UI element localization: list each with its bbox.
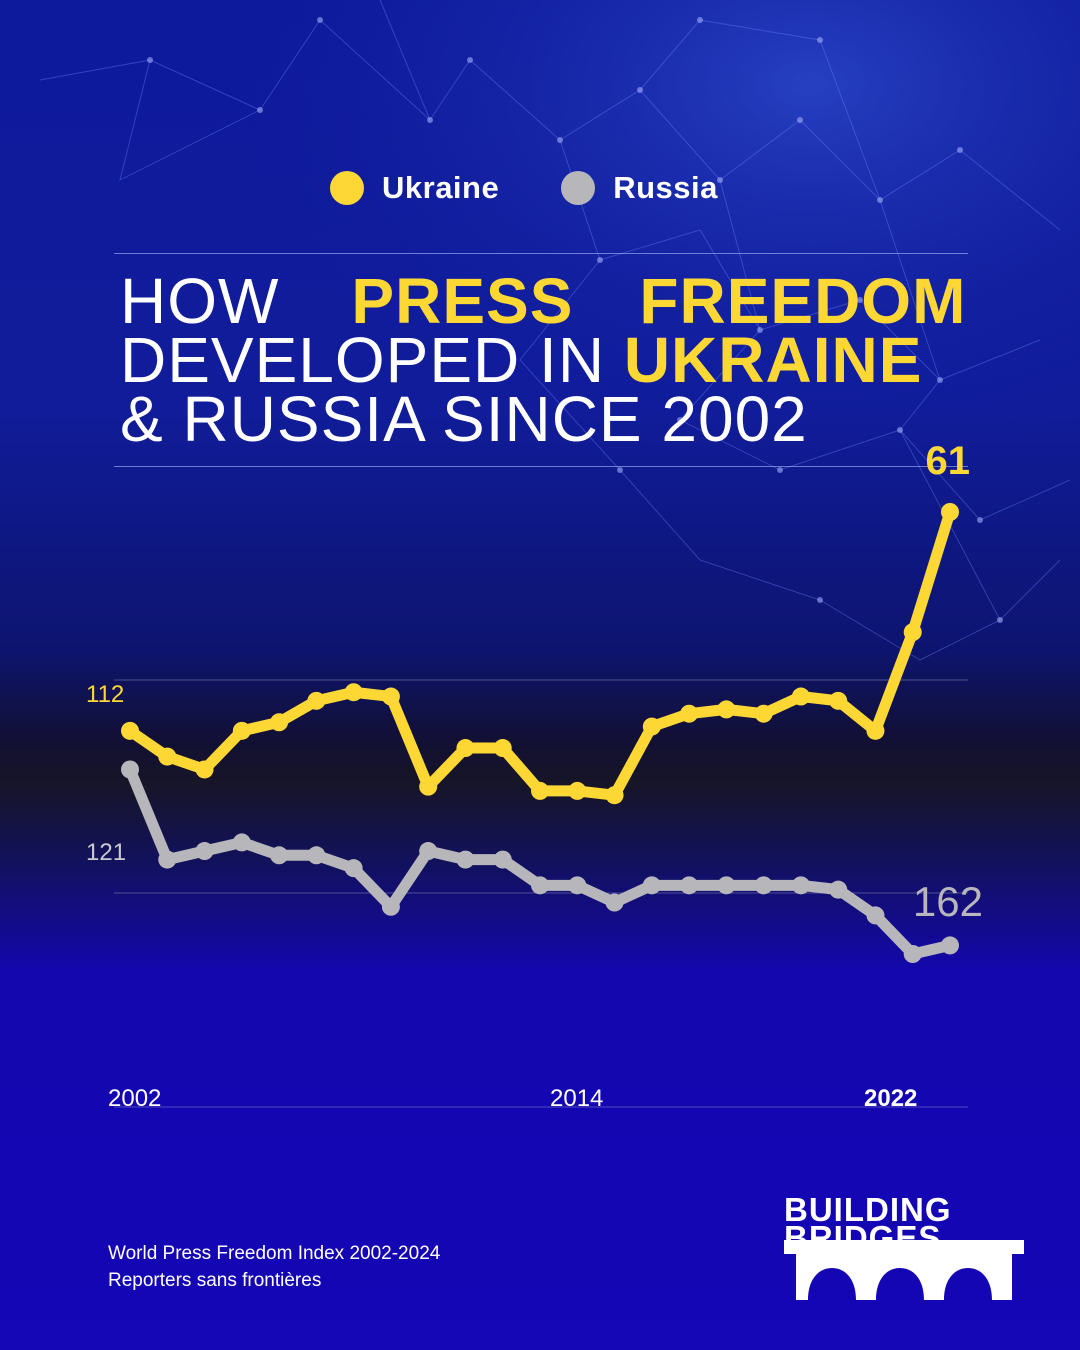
title-line-3-text: & RUSSIA SINCE 2002: [120, 383, 808, 455]
title-line-2: DEVELOPED IN UKRAINE: [120, 328, 966, 392]
data-point-ukraine-2010: [419, 777, 438, 796]
data-point-ukraine-2012: [493, 739, 512, 758]
legend-dot-russia: [561, 171, 596, 205]
data-point-ukraine-2006: [270, 713, 289, 732]
data-point-ukraine-2017: [680, 704, 699, 723]
data-point-russia-2015: [605, 893, 624, 912]
data-point-ukraine-2022: [866, 721, 885, 740]
legend-label-russia: Russia: [613, 170, 718, 205]
data-point-russia-2012: [493, 850, 512, 869]
data-point-ukraine-2009: [381, 687, 400, 706]
data-point-russia-2022: [866, 906, 885, 925]
data-point-ukraine-2005: [232, 721, 251, 740]
bridge-arches-icon: [784, 1240, 1024, 1300]
data-point-ukraine-2024: [941, 503, 959, 521]
data-point-russia-2014: [568, 876, 587, 895]
title-word-ukraine: UKRAINE: [623, 324, 923, 396]
data-point-russia-2003: [158, 850, 177, 869]
data-label-ukraine-end: 61: [926, 439, 971, 483]
data-point-russia-2020: [791, 876, 810, 895]
data-point-russia-2011: [456, 850, 475, 869]
legend-item-ukraine: Ukraine: [330, 170, 499, 206]
data-point-russia-2018: [717, 876, 736, 895]
title-word-freedom: FREEDOM: [639, 265, 967, 337]
data-point-ukraine-2021: [829, 691, 848, 710]
data-point-russia-2016: [642, 876, 661, 895]
data-point-ukraine-2007: [307, 691, 326, 710]
data-point-russia-2002: [121, 760, 139, 779]
data-label-russia-end: 162: [913, 878, 983, 925]
data-point-ukraine-2013: [531, 781, 549, 800]
data-point-ukraine-2016: [642, 717, 661, 736]
title-line-3: & RUSSIA SINCE 2002: [120, 387, 966, 451]
x-tick-label-2022: 2022: [864, 1085, 917, 1112]
logo-line-1: BUILDING: [784, 1191, 952, 1228]
data-point-russia-2017: [680, 876, 699, 895]
chart-legend: Ukraine Russia: [330, 170, 780, 206]
data-point-russia-2019: [754, 876, 773, 895]
data-point-russia-2008: [344, 859, 363, 878]
data-label-russia-start: 121: [86, 839, 126, 866]
legend-dot-ukraine: [330, 171, 364, 205]
data-label-ukraine-start: 112: [86, 681, 124, 708]
label-layer: 112 121 61 162 2002 2014 2022: [86, 439, 983, 1112]
title-line-1: HOW PRESS FREEDOM: [120, 269, 966, 333]
series-line-ukraine: [124, 506, 956, 801]
data-point-ukraine-2015: [605, 786, 624, 805]
data-point-ukraine-2002: [121, 721, 139, 740]
data-point-russia-2005: [232, 833, 251, 852]
title-bottom-rule: [114, 466, 968, 467]
title-word-how: HOW: [120, 265, 280, 337]
series-layer: [121, 503, 959, 963]
x-tick-label-2002: 2002: [108, 1085, 161, 1112]
title-top-rule: [114, 253, 968, 254]
data-point-russia-2010: [419, 842, 438, 861]
source-footer: World Press Freedom Index 2002-2024 Repo…: [108, 1240, 440, 1294]
legend-label-ukraine: Ukraine: [382, 170, 500, 205]
page-title: HOW PRESS FREEDOM DEVELOPED IN UKRAINE & R…: [120, 269, 966, 451]
data-point-ukraine-2011: [456, 739, 475, 758]
data-point-ukraine-2023: [903, 623, 922, 642]
legend-item-russia: Russia: [561, 170, 718, 206]
source-line-1: World Press Freedom Index 2002-2024: [108, 1243, 441, 1264]
data-point-russia-2013: [531, 876, 549, 895]
source-line-2: Reporters sans frontières: [108, 1270, 322, 1291]
data-point-ukraine-2018: [717, 700, 736, 719]
title-word-press: PRESS: [351, 265, 574, 337]
data-point-ukraine-2019: [754, 704, 773, 723]
x-tick-label-2014: 2014: [550, 1085, 603, 1112]
data-point-russia-2021: [829, 880, 848, 899]
data-point-russia-2007: [307, 846, 326, 865]
data-point-russia-2004: [195, 842, 214, 861]
data-point-ukraine-2020: [791, 687, 810, 706]
data-point-russia-2023: [903, 945, 922, 963]
data-point-ukraine-2003: [158, 747, 177, 766]
data-point-ukraine-2014: [568, 781, 587, 800]
data-point-russia-2024: [941, 936, 959, 955]
building-bridges-logo: BUILDING BRIDGES: [784, 1191, 1024, 1300]
data-point-ukraine-2008: [344, 683, 363, 702]
title-word-developed: DEVELOPED IN: [120, 324, 624, 396]
data-point-ukraine-2004: [195, 760, 214, 779]
data-point-russia-2009: [381, 897, 400, 916]
data-point-russia-2006: [270, 846, 289, 865]
